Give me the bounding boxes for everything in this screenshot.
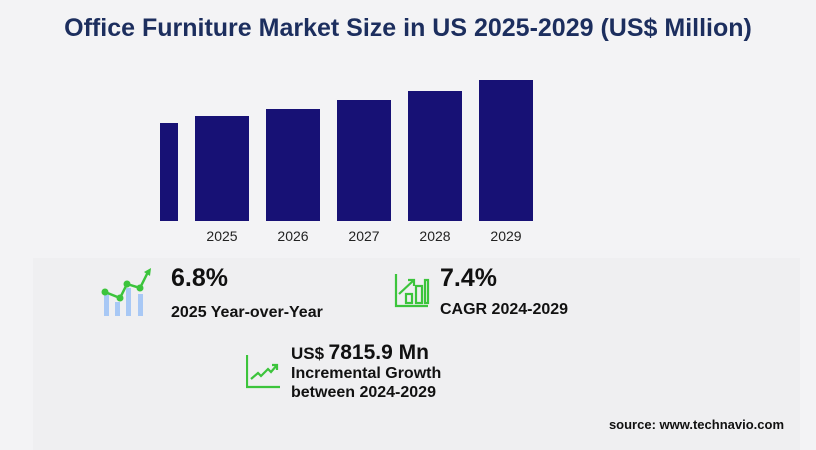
bar-2026	[266, 109, 320, 221]
bar-partial	[160, 123, 178, 221]
growth-trend-icon	[246, 355, 280, 389]
bar-2027	[337, 100, 391, 221]
x-tick-label: 2029	[490, 228, 522, 244]
currency-prefix: US$	[291, 344, 325, 363]
growth-value: 7815.9 Mn	[328, 341, 429, 364]
x-tick-label: 2026	[277, 228, 309, 244]
bar-2028	[408, 91, 462, 221]
growth-label-line1: Incremental Growth	[291, 365, 442, 382]
bar-chart	[160, 80, 533, 221]
chart-title: Office Furniture Market Size in US 2025-…	[64, 14, 752, 42]
cagr-label: CAGR 2024-2029	[440, 301, 569, 318]
cagr-value: 7.4%	[440, 264, 497, 292]
growth-label-line2: between 2024-2029	[291, 384, 436, 401]
growth-amount: US$ 7815.9 Mn	[291, 341, 429, 365]
x-tick-label: 2028	[419, 228, 451, 244]
cagr-chart-icon	[394, 274, 430, 308]
bar-2025	[195, 116, 249, 221]
yoy-label: 2025 Year-over-Year	[171, 304, 323, 321]
yoy-value: 6.8%	[171, 264, 228, 292]
x-tick-label: 2027	[348, 228, 380, 244]
bar-2029	[479, 80, 533, 221]
yoy-chart-icon	[101, 268, 151, 316]
source-text: source: www.technavio.com	[608, 417, 784, 432]
x-tick-label: 2025	[206, 228, 238, 244]
